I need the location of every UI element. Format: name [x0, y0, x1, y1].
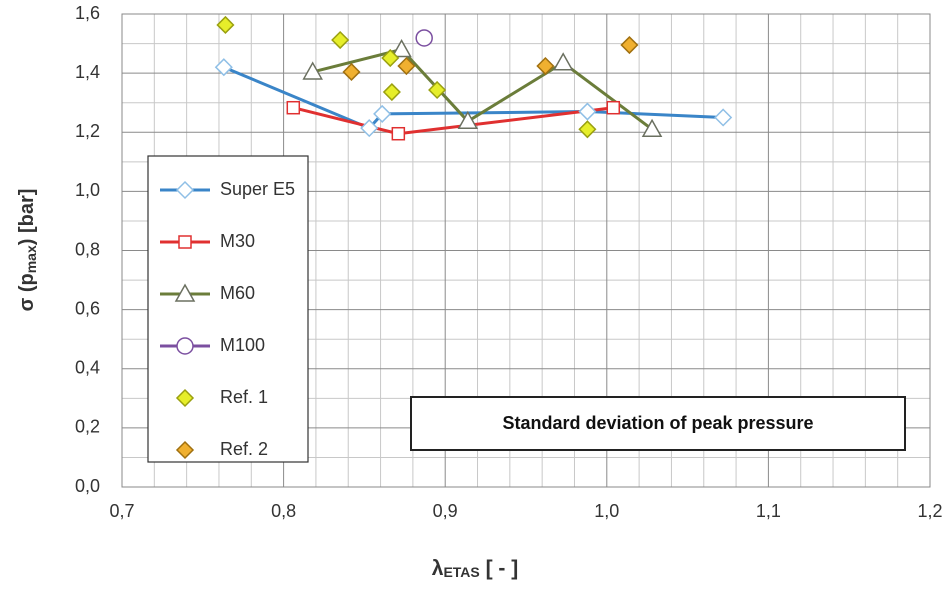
marker	[552, 52, 574, 71]
x-axis-label: λETAS [ - ]	[432, 557, 518, 580]
series-markers	[214, 15, 733, 141]
y-tick-label: 0,6	[75, 298, 100, 318]
marker	[302, 61, 323, 80]
legend-label: M60	[220, 283, 255, 303]
legend-label: Ref. 2	[220, 439, 268, 459]
marker	[175, 180, 195, 200]
legend-box	[147, 155, 309, 463]
annotation-box	[410, 396, 906, 451]
x-tick-label: 1,1	[756, 501, 781, 521]
marker	[382, 82, 401, 102]
annotation: Standard deviation of peak pressure	[502, 413, 813, 433]
marker	[428, 80, 447, 100]
x-label-main: λ	[432, 557, 444, 580]
legend-label: Ref. 1	[220, 387, 268, 407]
marker	[536, 56, 555, 76]
marker	[174, 283, 196, 302]
marker	[391, 38, 412, 58]
y-tick-label: 0,0	[75, 476, 100, 496]
y-label-sub: max	[23, 245, 39, 273]
marker	[641, 118, 663, 138]
marker	[373, 104, 392, 123]
marker	[714, 108, 733, 127]
marker	[178, 235, 192, 249]
marker	[391, 126, 406, 141]
marker	[578, 120, 597, 139]
x-label-tail: [ - ]	[480, 557, 518, 580]
x-tick-label: 0,7	[109, 501, 134, 521]
marker	[176, 337, 194, 355]
y-label-main: σ (p	[16, 273, 38, 311]
marker	[606, 100, 621, 115]
y-label-tail: ) [bar]	[16, 189, 38, 246]
x-tick-label: 0,8	[271, 501, 296, 521]
marker	[360, 119, 379, 138]
x-tick-label: 1,0	[594, 501, 619, 521]
marker	[415, 29, 433, 47]
marker	[331, 30, 350, 50]
y-tick-label: 0,2	[75, 417, 100, 437]
y-tick-label: 1,2	[75, 121, 100, 141]
y-tick-label: 1,6	[75, 3, 100, 23]
marker	[397, 56, 416, 76]
marker	[620, 35, 639, 55]
x-tick-label: 0,9	[433, 501, 458, 521]
y-tick-label: 1,4	[75, 62, 100, 82]
marker	[214, 58, 233, 77]
y-tick-label: 1,0	[75, 180, 100, 200]
marker	[286, 100, 301, 115]
y-tick-label: 0,8	[75, 239, 100, 259]
x-tick-label: 1,2	[917, 501, 942, 521]
y-axis-label: σ (pmax) [bar]	[16, 189, 38, 312]
legend-label: M30	[220, 231, 255, 251]
marker	[457, 110, 479, 130]
y-tick-label: 0,4	[75, 358, 100, 378]
marker	[381, 48, 400, 68]
x-label-sub: ETAS	[443, 564, 479, 580]
legend-label: M100	[220, 335, 265, 355]
legend: Super E5 M30 M60 M100 Ref. 1 Ref. 2	[160, 179, 295, 460]
marker	[175, 388, 195, 408]
plot-frame	[121, 13, 931, 488]
marker	[342, 62, 361, 82]
marker	[216, 15, 235, 34]
legend-label: Super E5	[220, 179, 295, 199]
marker	[175, 440, 195, 460]
marker	[578, 102, 597, 121]
